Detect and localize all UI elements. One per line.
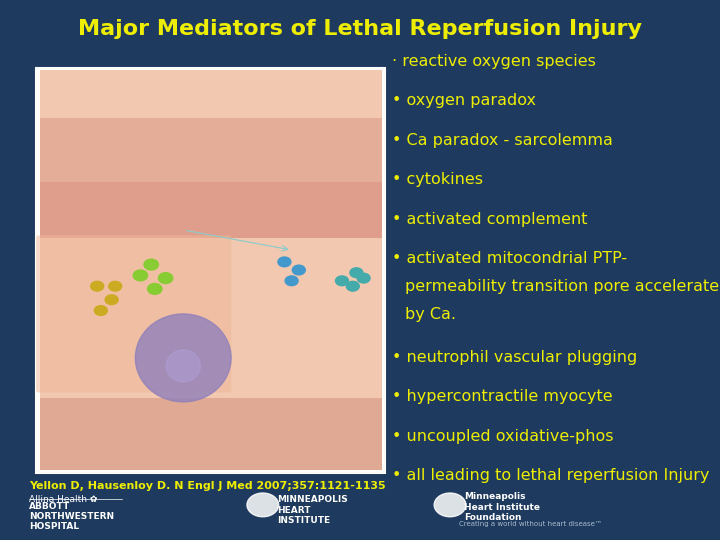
FancyBboxPatch shape xyxy=(40,70,382,470)
Text: permeability transition pore accelerated: permeability transition pore accelerated xyxy=(405,279,720,294)
Text: • oxygen paradox: • oxygen paradox xyxy=(392,93,536,109)
FancyBboxPatch shape xyxy=(40,398,382,405)
Circle shape xyxy=(292,265,305,275)
Circle shape xyxy=(346,281,359,291)
FancyBboxPatch shape xyxy=(36,235,231,393)
Text: • all leading to lethal reperfusion Injury: • all leading to lethal reperfusion Inju… xyxy=(392,468,710,483)
Text: Creating a world without heart disease™: Creating a world without heart disease™ xyxy=(459,521,602,527)
Circle shape xyxy=(357,273,370,283)
Circle shape xyxy=(133,270,148,281)
Text: Allina Health ✿: Allina Health ✿ xyxy=(29,495,97,504)
Text: • Ca paradox - sarcolemma: • Ca paradox - sarcolemma xyxy=(392,133,613,148)
FancyBboxPatch shape xyxy=(40,427,382,434)
Circle shape xyxy=(434,493,466,517)
Circle shape xyxy=(285,276,298,286)
Circle shape xyxy=(91,281,104,291)
Circle shape xyxy=(158,273,173,284)
FancyBboxPatch shape xyxy=(40,412,382,420)
Circle shape xyxy=(109,281,122,291)
Text: · reactive oxygen species: · reactive oxygen species xyxy=(392,54,596,69)
FancyBboxPatch shape xyxy=(40,118,382,182)
FancyBboxPatch shape xyxy=(40,118,382,238)
Circle shape xyxy=(105,295,118,305)
Text: ABBOTT
NORTHWESTERN
HOSPITAL: ABBOTT NORTHWESTERN HOSPITAL xyxy=(29,502,114,531)
FancyBboxPatch shape xyxy=(40,420,382,427)
Text: Major Mediators of Lethal Reperfusion Injury: Major Mediators of Lethal Reperfusion In… xyxy=(78,19,642,39)
FancyBboxPatch shape xyxy=(40,455,382,463)
Circle shape xyxy=(336,276,348,286)
FancyBboxPatch shape xyxy=(40,405,382,412)
Circle shape xyxy=(278,257,291,267)
Text: • activated mitocondrial PTP-: • activated mitocondrial PTP- xyxy=(392,251,628,266)
Text: • uncoupled oxidative-phos: • uncoupled oxidative-phos xyxy=(392,429,614,444)
Text: by Ca.: by Ca. xyxy=(405,307,456,322)
Text: Minneapolis
Heart Institute
Foundation: Minneapolis Heart Institute Foundation xyxy=(464,492,541,522)
FancyBboxPatch shape xyxy=(40,441,382,448)
Ellipse shape xyxy=(135,314,231,402)
FancyBboxPatch shape xyxy=(40,434,382,441)
Text: MINNEAPOLIS
HEART
INSTITUTE: MINNEAPOLIS HEART INSTITUTE xyxy=(277,495,348,525)
Text: • cytokines: • cytokines xyxy=(392,172,483,187)
Circle shape xyxy=(350,268,363,278)
Text: Yellon D, Hausenloy D. N Engl J Med 2007;357:1121-1135: Yellon D, Hausenloy D. N Engl J Med 2007… xyxy=(29,481,385,491)
FancyBboxPatch shape xyxy=(40,448,382,455)
FancyBboxPatch shape xyxy=(36,68,385,472)
Ellipse shape xyxy=(166,350,200,382)
FancyBboxPatch shape xyxy=(40,463,382,470)
Text: • neutrophil vascular plugging: • neutrophil vascular plugging xyxy=(392,350,638,365)
Circle shape xyxy=(94,306,107,315)
Text: • hypercontractile myocyte: • hypercontractile myocyte xyxy=(392,389,613,404)
Circle shape xyxy=(144,259,158,270)
Text: • activated complement: • activated complement xyxy=(392,212,588,227)
Circle shape xyxy=(247,493,279,517)
Circle shape xyxy=(148,284,162,294)
